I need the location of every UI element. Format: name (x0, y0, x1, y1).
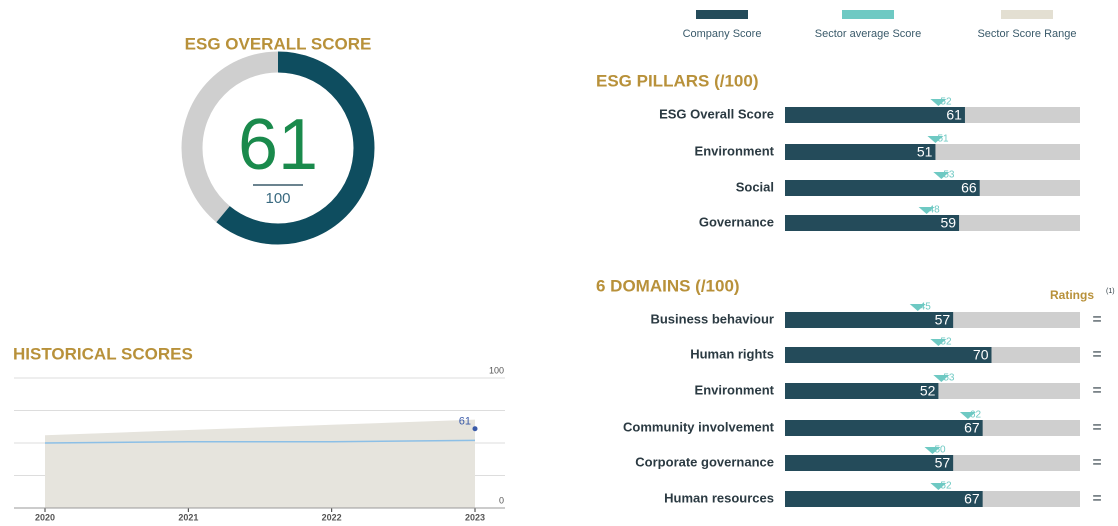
category-label: Environment (695, 382, 775, 397)
company-value: 67 (964, 491, 980, 507)
company-point (472, 426, 478, 432)
sector-value: 52 (940, 97, 952, 108)
rating: = (1092, 311, 1101, 328)
category-label: Community involvement (623, 419, 775, 434)
company-value: 67 (964, 420, 980, 436)
category-label: Human resources (664, 490, 774, 505)
sector-marker (930, 99, 947, 106)
sector-value: 45 (920, 302, 932, 313)
legend-swatch (696, 10, 748, 19)
sector-value: 53 (943, 373, 955, 384)
x-tick-label: 2020 (35, 512, 55, 522)
ratings-note: (1) (1106, 288, 1115, 295)
chart-title: 6 DOMAINS (/100) (596, 276, 740, 295)
company-value: 57 (935, 312, 951, 328)
chart-title: HISTORICAL SCORES (13, 344, 193, 363)
x-tick-label: 2022 (322, 512, 342, 522)
sector-marker (930, 483, 947, 490)
sector-marker (959, 412, 976, 419)
company-value: 59 (940, 215, 956, 231)
category-label: Business behaviour (650, 311, 774, 326)
legend-label: Company Score (683, 28, 762, 40)
sector-value: 48 (929, 205, 941, 216)
sector-marker (933, 172, 950, 179)
y-tick-label: 100 (489, 365, 504, 375)
rating: = (1092, 382, 1101, 399)
company-bar (785, 455, 954, 471)
company-bar (785, 347, 992, 363)
legend-label: Sector Score Range (977, 28, 1076, 40)
legend-swatch (842, 10, 894, 19)
company-value: 70 (973, 347, 989, 363)
sector-value: 51 (937, 134, 949, 145)
x-tick-label: 2021 (178, 512, 198, 522)
company-bar (785, 215, 960, 231)
company-bar (785, 180, 980, 196)
company-bar (785, 312, 954, 328)
sector-value: 50 (935, 445, 947, 456)
sector-value: 62 (970, 410, 982, 421)
company-value: 52 (920, 383, 936, 399)
sector-marker (924, 447, 941, 454)
company-value: 51 (917, 144, 933, 160)
sector-value: 53 (943, 170, 955, 181)
sector-marker (918, 207, 935, 214)
rating: = (1092, 419, 1101, 436)
legend-label: Sector average Score (815, 28, 921, 40)
legend-swatch (1001, 10, 1053, 19)
chart-title: ESG OVERALL SCORE (185, 34, 372, 53)
company-point-label: 61 (459, 416, 471, 428)
rating: = (1092, 490, 1101, 507)
sector-line (44, 439, 476, 444)
company-bar (785, 383, 939, 399)
sector-value: 52 (940, 481, 952, 492)
company-value: 61 (946, 107, 962, 123)
donut-arc (181, 51, 375, 245)
company-bar (785, 107, 965, 123)
category-label: Corporate governance (635, 454, 774, 469)
company-value: 57 (935, 455, 951, 471)
sector-marker (930, 339, 947, 346)
x-tick-label: 2023 (465, 512, 485, 522)
rating: = (1092, 454, 1101, 471)
range-area (45, 419, 475, 508)
sector-marker (927, 136, 944, 143)
ratings-title: Ratings (1050, 288, 1094, 302)
category-label: Environment (695, 143, 775, 158)
chart-title: ESG PILLARS (/100) (596, 71, 758, 90)
company-value: 66 (961, 180, 977, 196)
sector-marker (909, 304, 926, 311)
category-label: Social (736, 179, 774, 194)
category-label: Governance (699, 214, 774, 229)
y-tick-label: 0 (499, 495, 504, 505)
company-bar (785, 491, 983, 507)
category-label: Human rights (690, 346, 774, 361)
score-value: 61 (238, 105, 318, 185)
company-bar (785, 420, 983, 436)
score-max: 100 (265, 190, 290, 207)
sector-marker (933, 375, 950, 382)
category-label: ESG Overall Score (659, 106, 774, 121)
rating: = (1092, 346, 1101, 363)
company-bar (785, 144, 936, 160)
sector-value: 52 (940, 337, 952, 348)
